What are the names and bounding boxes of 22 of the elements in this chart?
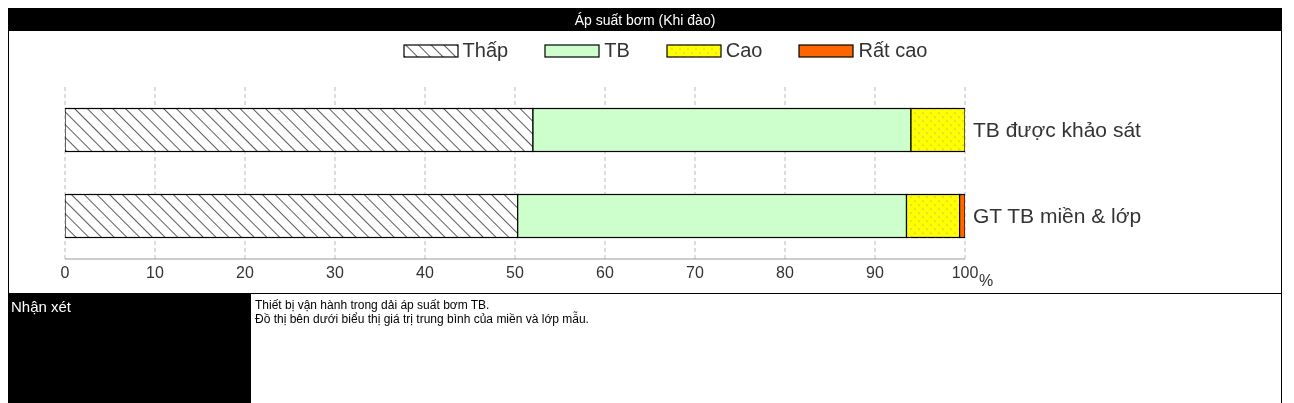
x-tick-label: 50 <box>506 264 524 282</box>
y-tick-label: TB được khảo sát <box>973 118 1142 142</box>
x-tick-label: 0 <box>60 264 70 282</box>
chart-title: Áp suất bơm (Khi đào) <box>9 9 1281 31</box>
legend-label: Thấp <box>462 39 509 62</box>
x-tick-label: 30 <box>326 264 344 282</box>
x-axis-title: % <box>979 271 994 289</box>
text: Nhận xét <box>9 294 251 403</box>
legend-label: TB <box>604 39 630 62</box>
y-tick-label: GT TB miền & lớp <box>973 204 1142 228</box>
legend-label: Cao <box>725 39 763 62</box>
x-tick-label: 100 <box>951 264 979 282</box>
x-tick-label: 60 <box>596 264 614 282</box>
x-tick-label: 90 <box>866 264 884 282</box>
x-tick-label: 20 <box>236 264 254 282</box>
x-tick-label: 80 <box>776 264 794 282</box>
text: Thiết bị vận hành trong dải áp suất bơm TB. <box>255 298 491 312</box>
x-tick-label: 10 <box>146 264 164 282</box>
x-tick-label: 40 <box>416 264 434 282</box>
x-tick-label: 70 <box>686 264 704 282</box>
legend-label: Rất cao <box>858 39 928 62</box>
text: Đồ thị bên dưới biểu thị giá trị trung bình của miền và lớp mẫu. <box>255 312 589 326</box>
